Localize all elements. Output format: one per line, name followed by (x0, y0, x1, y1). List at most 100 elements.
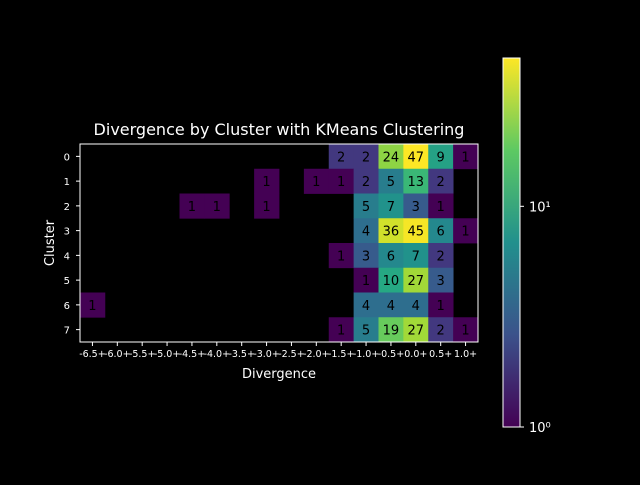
cell-value-label: 1 (337, 175, 345, 190)
cell-value-label: 9 (437, 150, 445, 165)
heatmap-cell (353, 168, 379, 194)
y-tick-label: 7 (64, 326, 70, 337)
heatmap-cell (80, 292, 106, 318)
heatmap-cell (453, 218, 479, 244)
cell-value-label: 2 (437, 324, 445, 339)
cell-value-label: 1 (461, 225, 469, 240)
cell-value-label: 1 (461, 150, 469, 165)
heatmap-cell (328, 144, 355, 170)
heatmap-cell (254, 168, 280, 194)
heatmap-cell (428, 193, 454, 219)
x-tick-label: -1.0+ (353, 349, 380, 360)
x-tick-label: 0.5+ (429, 349, 452, 360)
heatmap-cell (378, 317, 404, 343)
x-tick-label: 1.0+ (454, 349, 477, 360)
heatmap-cell (204, 193, 230, 219)
cell-value-label: 4 (362, 299, 370, 314)
heatmap-cell (428, 292, 454, 318)
x-tick-label: 0.0+ (404, 349, 427, 360)
heatmap-cell (378, 168, 404, 194)
cell-value-label: 19 (383, 324, 400, 339)
heatmap-cell (378, 218, 404, 244)
heatmap-cell (403, 317, 429, 343)
heatmap-cell (403, 144, 429, 170)
cell-value-label: 13 (408, 175, 425, 190)
y-tick-label: 2 (64, 202, 70, 213)
chart-title: Divergence by Cluster with KMeans Cluste… (94, 120, 465, 139)
y-tick-label: 1 (64, 177, 70, 188)
cell-value-label: 4 (412, 299, 420, 314)
x-tick-label: -2.5+ (278, 349, 305, 360)
x-tick-label: -4.0+ (204, 349, 231, 360)
cell-value-label: 24 (383, 150, 400, 165)
cell-value-label: 1 (461, 324, 469, 339)
colorbar: 10⁰ 10¹ (502, 57, 551, 436)
cell-value-label: 27 (408, 324, 425, 339)
x-tick-label: -3.5+ (228, 349, 255, 360)
cell-value-label: 4 (362, 225, 370, 240)
heatmap-cell (428, 243, 454, 269)
heatmap-cell (179, 193, 205, 219)
cell-value-label: 36 (383, 225, 400, 240)
cell-value-label: 1 (362, 274, 370, 289)
x-tick-label: -6.5+ (79, 349, 106, 360)
cell-value-label: 2 (437, 175, 445, 190)
heatmap-cell (403, 193, 429, 219)
cell-value-label: 10 (383, 274, 400, 289)
heatmap-cell (428, 267, 454, 293)
y-tick-label: 5 (64, 276, 70, 287)
cell-value-label: 7 (387, 200, 395, 215)
heatmap-cell (378, 193, 404, 219)
cell-value-label: 6 (437, 225, 445, 240)
cell-value-label: 1 (188, 200, 196, 215)
heatmap-cell (353, 317, 379, 343)
cell-value-label: 3 (362, 249, 370, 264)
heatmap-cell (403, 243, 429, 269)
cell-value-label: 47 (408, 150, 425, 165)
cell-value-label: 1 (262, 175, 270, 190)
heatmap-cell (254, 193, 280, 219)
cell-value-label: 2 (362, 150, 370, 165)
plot-frame (79, 143, 479, 343)
cell-value-label: 27 (408, 274, 425, 289)
x-tick-label: -6.0+ (104, 349, 131, 360)
cell-value-label: 1 (88, 299, 96, 314)
heatmap-cell (378, 267, 404, 293)
cell-value-label: 45 (408, 225, 425, 240)
cell-value-label: 5 (362, 200, 370, 215)
cell-value-label: 2 (437, 249, 445, 264)
cell-value-label: 2 (337, 150, 345, 165)
heatmap-cell (428, 144, 454, 170)
y-tick-label: 3 (64, 227, 70, 238)
cell-value-label: 5 (387, 175, 395, 190)
cell-value-label: 1 (337, 324, 345, 339)
heatmap-cell (403, 168, 429, 194)
cell-value-label: 1 (312, 175, 320, 190)
cell-value-label: 1 (437, 200, 445, 215)
x-tick-label: -2.0+ (303, 349, 330, 360)
heatmap-cell (378, 292, 404, 318)
heatmap-cell (328, 168, 355, 194)
x-axis: -6.5+-6.0+-5.5+-5.0+-4.5+-4.0+-3.5+-3.0+… (79, 342, 477, 360)
y-tick-label: 6 (64, 301, 70, 312)
cell-value-label: 2 (362, 175, 370, 190)
heatmap-cell (403, 267, 429, 293)
heatmap-cell (353, 193, 379, 219)
heatmap-cell (328, 317, 355, 343)
cell-value-label: 1 (213, 200, 221, 215)
heatmap-cell (353, 243, 379, 269)
y-tick-label: 4 (64, 251, 70, 262)
colorbar-ticks: 10⁰ 10¹ (520, 200, 551, 436)
heatmap-cell (453, 317, 479, 343)
heatmap-cells: 2 2 24 47 9 11 1 1 2 5 13 21 1 1 5 7 3 14 36 45 6 11 3 6 7 21 10 27… (80, 144, 479, 343)
heatmap-cell (353, 292, 379, 318)
heatmap-cell (453, 144, 479, 170)
x-tick-label: -0.5+ (378, 349, 405, 360)
heatmap-cell (378, 144, 404, 170)
x-tick-label: -3.0+ (253, 349, 280, 360)
heatmap-cell (403, 218, 429, 244)
cell-value-label: 3 (437, 274, 445, 289)
cell-value-label: 1 (337, 249, 345, 264)
cell-value-label: 4 (387, 299, 395, 314)
x-tick-label: -5.0+ (154, 349, 181, 360)
